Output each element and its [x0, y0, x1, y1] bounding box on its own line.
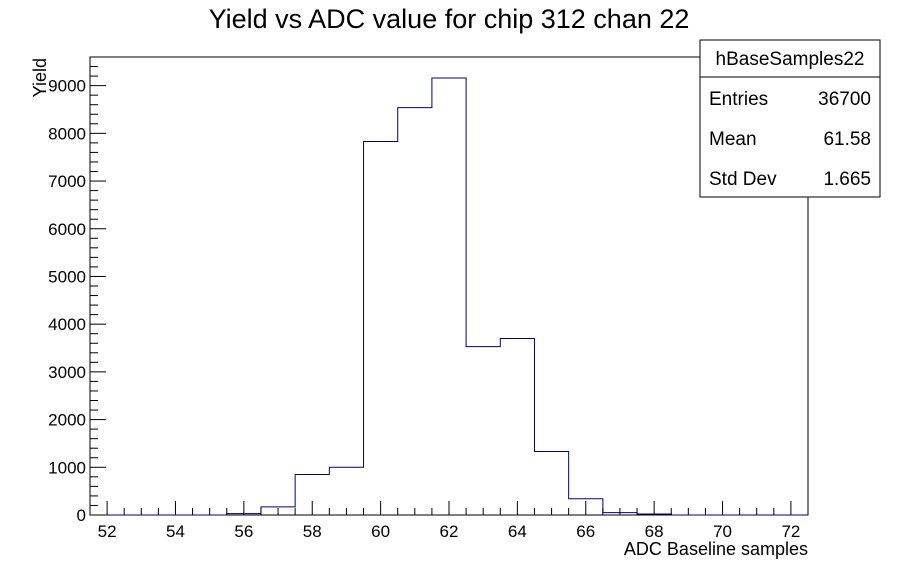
y-tick-label: 6000	[48, 220, 86, 239]
stats-entries-value: 36700	[818, 89, 871, 110]
x-tick-label: 54	[166, 522, 185, 541]
stats-box-frame	[699, 39, 881, 198]
x-tick-label: 72	[781, 522, 800, 541]
y-axis-label: Yield	[30, 58, 50, 97]
y-axis: 0 1000 2000 3000 4000 5000 6000 7000 8000 9000	[48, 56, 106, 525]
histogram-outline	[90, 77, 808, 516]
histogram-bin	[466, 347, 500, 515]
chart-title: Yield vs ADC value for chip 312 chan 22	[209, 4, 690, 34]
y-tick-label: 0	[77, 506, 86, 525]
histogram-bin	[364, 141, 398, 515]
x-tick-label: 56	[234, 522, 253, 541]
stats-mean-label: Mean	[709, 129, 757, 150]
y-tick-label: 1000	[48, 458, 86, 477]
x-tick-label: 58	[303, 522, 322, 541]
x-tick-label: 52	[98, 522, 117, 541]
x-tick-label: 60	[371, 522, 390, 541]
histogram-series	[90, 77, 808, 516]
y-tick-label: 8000	[48, 124, 86, 143]
y-tick-label: 7000	[48, 172, 86, 191]
histogram-bin	[432, 78, 466, 515]
stats-stddev-label: Std Dev	[709, 169, 777, 190]
y-tick-label: 2000	[48, 411, 86, 430]
x-axis-label: ADC Baseline samples	[624, 539, 808, 559]
y-tick-label: 4000	[48, 315, 86, 334]
histogram-bin	[329, 467, 363, 515]
histogram-bin	[534, 452, 568, 515]
x-tick-label: 64	[508, 522, 527, 541]
x-tick-label: 66	[576, 522, 595, 541]
stats-mean-value: 61.58	[823, 129, 871, 150]
histogram-bin	[398, 108, 432, 515]
stats-box: hBaseSamples22 Entries 36700 Mean 61.58 …	[699, 39, 881, 198]
x-tick-label: 68	[645, 522, 664, 541]
histogram-bin	[500, 338, 534, 515]
stats-stddev-value: 1.665	[823, 169, 871, 190]
stats-histogram-name: hBaseSamples22	[716, 49, 865, 70]
y-tick-label: 5000	[48, 267, 86, 286]
y-tick-label: 9000	[48, 77, 86, 96]
y-tick-label: 3000	[48, 363, 86, 382]
x-tick-label: 62	[440, 522, 459, 541]
x-axis: 52 54 56 58 60 62 64 66 68 70 72	[89, 501, 809, 541]
x-tick-label: 70	[713, 522, 732, 541]
stats-entries-label: Entries	[709, 89, 768, 110]
